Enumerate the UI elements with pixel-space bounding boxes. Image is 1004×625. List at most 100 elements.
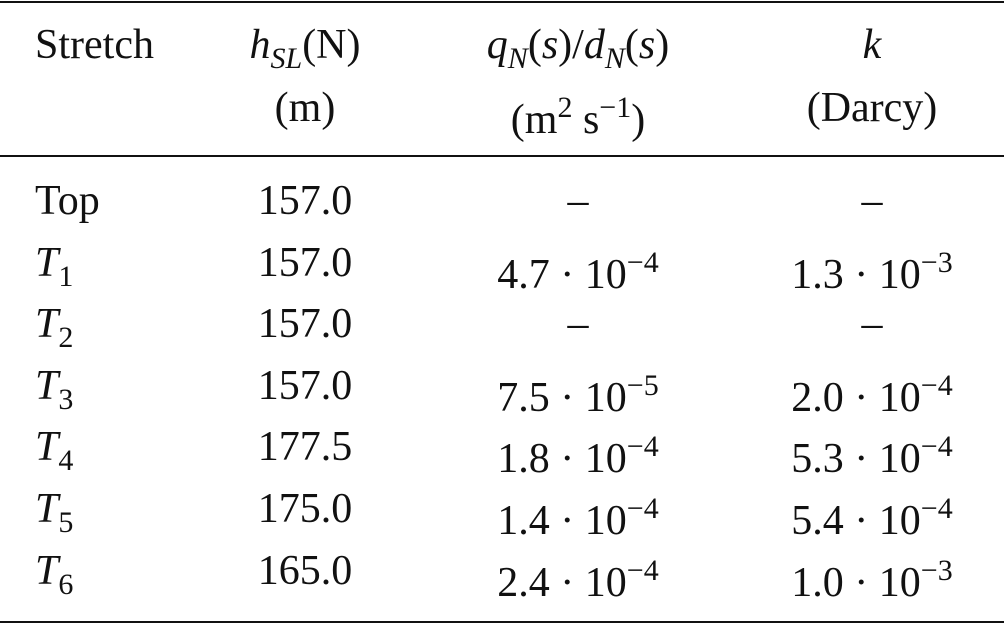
cell-text: −4 [626,553,659,587]
cell-text: s [572,97,600,143]
header-cell: (m) [165,83,445,133]
body-cell: 157.0 [165,361,445,411]
bottom-rule [0,621,1004,623]
cell-text: −4 [920,492,953,525]
body-cell: 5.4 · 10−4 [732,484,1004,544]
cell-text: – [567,301,589,348]
body-cell: 157.0 [165,176,445,226]
cell-text: (m) [274,85,336,131]
cell-text: −1 [599,91,632,124]
cell-text: (Darcy) [806,85,938,131]
cell-text: ( [624,22,639,68]
cell-text: 5.3 · 10 [791,436,921,483]
cell-text: T [35,424,59,471]
cell-text: 2.4 · 10 [497,559,627,606]
cell-text: 2.0 · 10 [791,374,921,421]
cell-text: 157.0 [257,362,353,409]
cell-text: 7.5 · 10 [497,374,627,421]
cell-text: 157.0 [257,301,353,348]
cell-text: −5 [626,368,659,402]
cell-text: −4 [920,430,953,464]
cell-text: 1.0 · 10 [791,559,921,606]
cell-text: – [861,178,883,224]
cell-text: −4 [626,492,659,525]
cell-text: 175.0 [257,486,353,532]
cell-text: d [583,22,605,68]
body-cell: T4 [35,422,73,477]
cell-text: −3 [920,245,953,279]
body-cell: T6 [35,546,73,601]
cell-text: 1.8 · 10 [497,436,627,483]
cell-text: q [486,22,508,68]
cell-text: 165.0 [257,547,353,594]
cell-text: 1.4 · 10 [497,498,627,544]
body-cell: Top [35,176,100,226]
cell-text: 1 [58,259,74,293]
body-cell: 2.0 · 10−4 [732,361,1004,421]
body-cell: T2 [35,299,73,354]
body-cell: – [732,299,1004,349]
body-cell: 157.0 [165,238,445,288]
body-cell: T1 [35,238,73,293]
cell-text: 2 [557,91,573,124]
cell-text: ) [631,97,646,143]
body-cell: 2.4 · 10−4 [438,546,718,606]
cell-text: k [862,22,882,68]
header-cell: hSL(N) [165,20,445,75]
cell-text: SL [270,42,303,75]
body-cell: 1.8 · 10−4 [438,422,718,482]
header-cell: k [732,20,1004,70]
cell-text: 4 [58,444,74,478]
cell-text: T [35,239,59,286]
header-cell: qN(s)/dN(s) [438,20,718,75]
cell-text: – [567,178,589,224]
body-cell: T5 [35,484,73,539]
cell-text: −4 [920,368,953,402]
header-cell: (m2 s−1) [438,83,718,143]
cell-text: Top [35,178,100,224]
cell-text: ( [527,22,542,68]
body-cell: 7.5 · 10−5 [438,361,718,421]
cell-text: T [35,547,59,594]
cell-text: (N) [302,22,361,68]
cell-text: −4 [626,430,659,464]
cell-text: T [35,362,59,409]
cell-text: Stretch [35,22,154,68]
body-cell: T3 [35,361,73,416]
header-cell: Stretch [35,20,154,70]
body-cell: – [732,176,1004,226]
cell-text: 177.5 [257,424,353,471]
cell-text: s [638,22,656,68]
body-cell: 1.4 · 10−4 [438,484,718,544]
header-rule [0,155,1004,157]
body-cell: 4.7 · 10−4 [438,238,718,298]
cell-text: T [35,301,59,348]
cell-text: 157.0 [257,178,353,224]
cell-text: 4.7 · 10 [497,251,627,298]
cell-text: N [604,42,625,75]
cell-text: 3 [58,382,74,416]
cell-text: −4 [626,245,659,279]
cell-text: 2 [58,321,74,355]
body-cell: 157.0 [165,299,445,349]
cell-text: −3 [920,553,953,587]
body-cell: 1.0 · 10−3 [732,546,1004,606]
cell-text: )/ [558,22,584,68]
cell-text: 5 [58,506,74,539]
body-cell: 177.5 [165,422,445,472]
cell-text: 6 [58,567,74,601]
cell-text: – [861,301,883,348]
body-cell: 175.0 [165,484,445,534]
body-cell: – [438,176,718,226]
cell-text: N [507,42,528,75]
top-rule [0,1,1004,3]
body-cell: 1.3 · 10−3 [732,238,1004,298]
cell-text: 5.4 · 10 [791,498,921,544]
cell-text: h [249,22,271,68]
cell-text: s [541,22,559,68]
header-cell: (Darcy) [732,83,1004,133]
body-cell: – [438,299,718,349]
cell-text: (m [510,97,558,143]
body-cell: 5.3 · 10−4 [732,422,1004,482]
